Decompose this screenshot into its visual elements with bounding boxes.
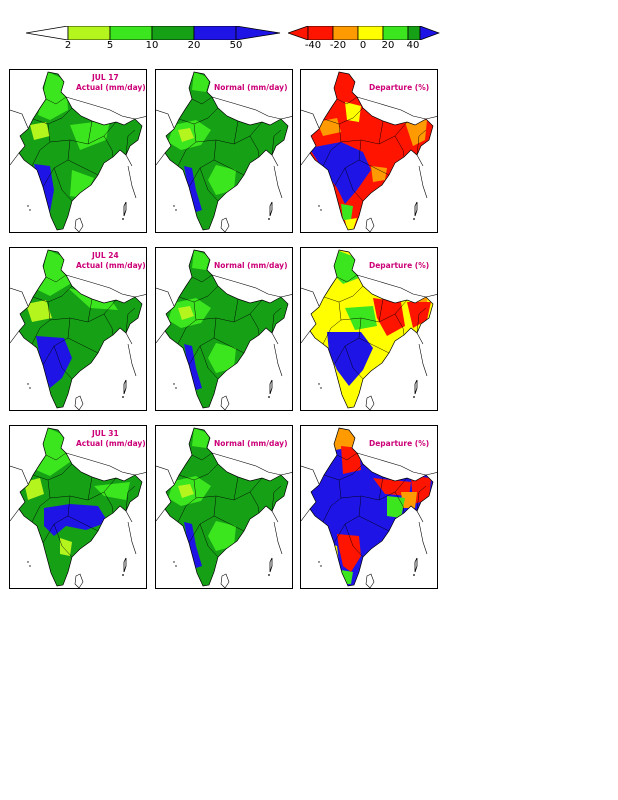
actual-map-jul24: JUL 24 Actual (mm/day) (9, 247, 147, 411)
normal-label: Normal (mm/day) (214, 83, 288, 92)
departure-label: Departure (%) (369, 261, 430, 270)
actual-map-jul31: JUL 31 Actual (mm/day) (9, 425, 147, 589)
departure-tick-minus40: -40 (304, 40, 322, 51)
departure-tick-minus20: -20 (329, 40, 347, 51)
normal-map-jul17: Normal (mm/day) (155, 69, 293, 233)
departure-colorbar (288, 26, 440, 48)
rainfall-tick-5: 5 (106, 40, 114, 51)
departure-label: Departure (%) (369, 439, 430, 448)
date-label: JUL 31 (92, 429, 119, 438)
departure-tick-40: 40 (406, 40, 420, 51)
departure-map-jul31: Departure (%) (300, 425, 438, 589)
actual-label: Actual (mm/day) (76, 261, 146, 270)
rainfall-colorbar (26, 26, 281, 48)
rainfall-tick-10: 10 (145, 40, 159, 51)
rainfall-tick-20: 20 (187, 40, 201, 51)
departure-label: Departure (%) (369, 83, 430, 92)
date-label: JUL 17 (92, 73, 119, 82)
departure-map-jul24: Departure (%) (300, 247, 438, 411)
normal-label: Normal (mm/day) (214, 439, 288, 448)
rainfall-tick-50: 50 (229, 40, 243, 51)
actual-label: Actual (mm/day) (76, 439, 146, 448)
actual-label: Actual (mm/day) (76, 83, 146, 92)
date-label: JUL 24 (92, 251, 119, 260)
normal-map-jul31: Normal (mm/day) (155, 425, 293, 589)
normal-map-jul24: Normal (mm/day) (155, 247, 293, 411)
normal-label: Normal (mm/day) (214, 261, 288, 270)
departure-tick-0: 0 (359, 40, 367, 51)
departure-map-jul17: Departure (%) (300, 69, 438, 233)
departure-tick-20: 20 (381, 40, 395, 51)
actual-map-jul17: JUL 17 Actual (mm/day) (9, 69, 147, 233)
rainfall-tick-2: 2 (64, 40, 72, 51)
